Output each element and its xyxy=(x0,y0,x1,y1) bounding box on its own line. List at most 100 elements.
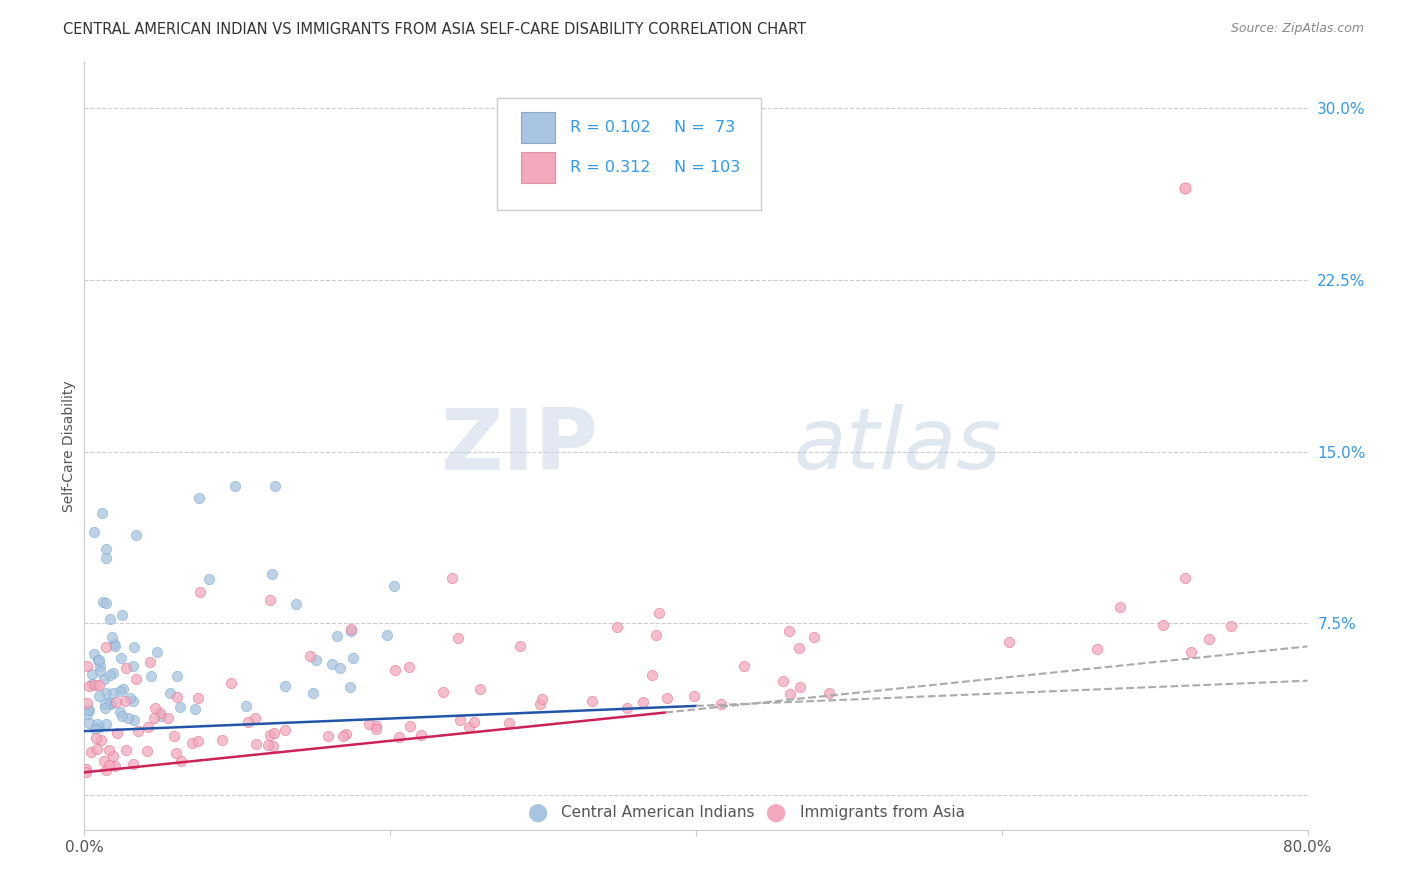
Point xyxy=(100,697,122,711)
Y-axis label: Self-Care Disability: Self-Care Disability xyxy=(62,380,76,512)
Point xyxy=(316,729,339,743)
Point xyxy=(94,717,117,731)
Point xyxy=(779,687,801,701)
Point xyxy=(326,629,349,643)
Point xyxy=(150,709,173,723)
Point xyxy=(399,719,422,733)
Point xyxy=(101,748,124,763)
Point xyxy=(111,682,134,697)
Point xyxy=(100,612,122,626)
Point xyxy=(787,640,810,655)
Point xyxy=(105,695,128,709)
Point xyxy=(364,718,387,732)
Point xyxy=(143,711,166,725)
Point xyxy=(124,528,146,542)
Point xyxy=(77,703,100,717)
Text: ⬤: ⬤ xyxy=(527,804,547,822)
Point xyxy=(122,694,145,708)
Point xyxy=(187,690,209,705)
Point xyxy=(114,661,136,675)
Point xyxy=(529,697,551,711)
Point xyxy=(77,715,100,730)
Text: R = 0.102: R = 0.102 xyxy=(569,120,651,136)
Point xyxy=(98,697,121,711)
Text: N = 103: N = 103 xyxy=(673,160,740,175)
Point xyxy=(187,734,209,748)
Point xyxy=(136,720,159,734)
Point xyxy=(262,739,284,754)
Point xyxy=(145,645,167,659)
Point xyxy=(432,685,454,699)
Point xyxy=(111,607,134,622)
Point xyxy=(97,743,120,757)
Point xyxy=(221,676,243,690)
Point xyxy=(657,691,679,706)
Point xyxy=(359,716,381,731)
Point xyxy=(87,653,110,667)
Point xyxy=(243,711,266,725)
Point xyxy=(111,709,134,723)
Point xyxy=(257,738,280,752)
Point xyxy=(468,681,491,696)
Point xyxy=(89,659,111,673)
Point xyxy=(98,668,121,682)
Point xyxy=(998,635,1021,649)
Point xyxy=(340,624,363,639)
Point xyxy=(298,648,321,663)
Point xyxy=(710,697,733,711)
Point xyxy=(733,659,755,673)
Point xyxy=(581,694,603,708)
Point xyxy=(263,726,285,740)
Point xyxy=(329,661,352,675)
Point xyxy=(458,720,481,734)
Point xyxy=(136,744,159,758)
Point xyxy=(509,640,531,654)
Point xyxy=(181,736,204,750)
Point xyxy=(143,700,166,714)
Text: R = 0.312: R = 0.312 xyxy=(569,160,651,175)
Point xyxy=(606,620,628,634)
Point xyxy=(274,679,297,693)
Point xyxy=(110,650,132,665)
Point xyxy=(818,686,841,700)
Point xyxy=(90,506,112,520)
Text: atlas: atlas xyxy=(794,404,1002,488)
Point xyxy=(170,755,193,769)
Point xyxy=(103,665,125,680)
Point xyxy=(245,737,267,751)
Point xyxy=(382,578,405,592)
Point xyxy=(188,491,211,505)
Point xyxy=(384,663,406,677)
Point xyxy=(114,694,136,708)
Point xyxy=(165,746,187,760)
Point xyxy=(86,652,108,666)
Point xyxy=(633,695,655,709)
Point xyxy=(89,678,111,692)
Point xyxy=(198,572,221,586)
Point xyxy=(105,726,128,740)
Point xyxy=(76,706,98,721)
Point xyxy=(463,715,485,730)
Point xyxy=(263,479,285,493)
Point xyxy=(90,732,112,747)
Point xyxy=(305,653,328,667)
Point xyxy=(117,711,139,725)
Point xyxy=(188,585,211,599)
Point xyxy=(260,566,283,581)
Point xyxy=(80,745,103,759)
Point xyxy=(84,722,107,736)
Point xyxy=(498,715,520,730)
Point xyxy=(76,697,98,711)
Point xyxy=(86,731,108,745)
Point xyxy=(531,692,554,706)
Point xyxy=(80,667,103,681)
Point xyxy=(339,622,361,636)
Point xyxy=(83,647,105,661)
Point xyxy=(211,733,233,747)
Point xyxy=(149,706,172,720)
Text: Central American Indians: Central American Indians xyxy=(561,805,755,820)
Point xyxy=(101,630,124,644)
Point xyxy=(259,728,281,742)
Point xyxy=(645,628,668,642)
Point xyxy=(83,524,105,539)
